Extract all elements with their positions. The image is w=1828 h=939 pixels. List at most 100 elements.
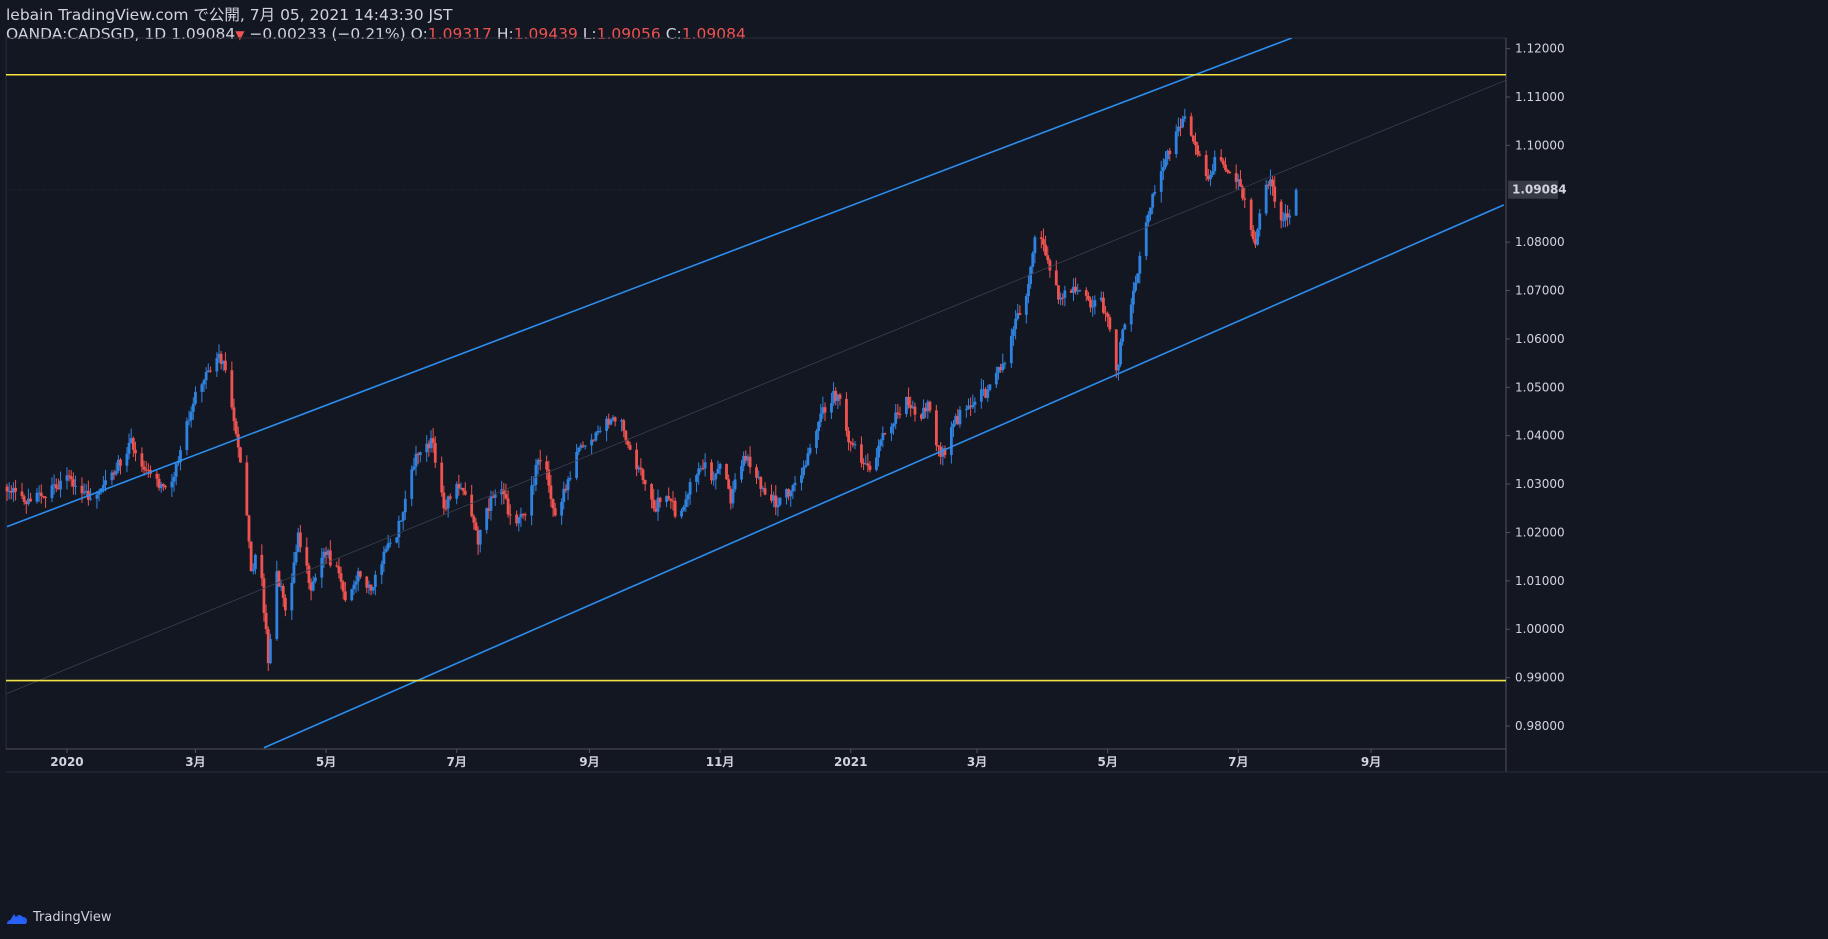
- candle-body: [581, 445, 585, 447]
- candle-body: [1196, 145, 1200, 155]
- candle-body: [913, 406, 917, 415]
- drawing-layer: [6, 38, 1506, 749]
- candle: [787, 488, 791, 501]
- candle: [134, 441, 137, 462]
- candle: [658, 496, 662, 508]
- candle: [1039, 230, 1043, 249]
- candle: [832, 382, 835, 406]
- candle: [566, 476, 570, 500]
- candle-body: [463, 490, 467, 495]
- candle-body: [613, 417, 617, 422]
- candle: [817, 420, 821, 440]
- candle-body: [637, 467, 641, 470]
- candle: [1269, 169, 1272, 196]
- candle-body: [444, 508, 448, 510]
- candle-body: [114, 470, 118, 475]
- candle-body: [515, 514, 519, 524]
- candle-body: [397, 520, 401, 538]
- candle: [174, 463, 178, 486]
- candle: [665, 495, 668, 508]
- candle-body: [1219, 157, 1223, 161]
- candle-body: [894, 412, 898, 424]
- candle-body: [251, 569, 255, 572]
- candle-body: [712, 479, 716, 481]
- candle: [442, 485, 446, 515]
- candle-body: [652, 499, 656, 509]
- candle: [311, 576, 315, 592]
- candle: [463, 482, 467, 496]
- candle: [209, 366, 212, 373]
- candle-body: [1294, 189, 1298, 216]
- candle-body: [20, 491, 24, 497]
- candle-body: [116, 459, 120, 471]
- time-tick-label: 9月: [1361, 755, 1381, 769]
- candle-body: [322, 551, 326, 558]
- candle-body: [1209, 174, 1212, 180]
- current-price-badge: 1.09084: [1508, 180, 1567, 199]
- candle: [716, 460, 720, 475]
- candle: [399, 520, 403, 522]
- channel-mid-line: [6, 79, 1506, 694]
- candle: [493, 489, 497, 506]
- candle: [1176, 117, 1180, 137]
- candle-body: [335, 565, 339, 567]
- candle: [119, 458, 122, 475]
- candle-body: [249, 541, 253, 572]
- candle-body: [1266, 184, 1270, 186]
- candle-body: [1174, 131, 1178, 155]
- candle: [1234, 164, 1238, 190]
- candle-body: [1099, 297, 1103, 301]
- candle: [191, 397, 195, 420]
- price-tick-label: 1.08000: [1515, 235, 1565, 249]
- candle-body: [455, 484, 459, 499]
- candle-body: [1204, 155, 1208, 177]
- candle: [731, 480, 735, 509]
- candle-body: [298, 532, 302, 548]
- brand-name: TradingView: [33, 910, 112, 925]
- candle-body: [491, 496, 495, 498]
- candle-body: [159, 484, 163, 488]
- candle: [729, 485, 733, 510]
- candle: [549, 475, 553, 508]
- candle-body: [868, 465, 872, 470]
- tradingview-cloud-icon: [7, 913, 27, 924]
- candle: [44, 496, 47, 508]
- candle-body: [785, 489, 788, 498]
- price-tick-label: 1.03000: [1515, 477, 1565, 491]
- time-tick-label: 5月: [1098, 755, 1118, 769]
- candle-body: [701, 468, 705, 470]
- candle-body: [924, 407, 928, 412]
- candle-body: [504, 494, 508, 499]
- candle: [204, 367, 208, 389]
- candle-body: [519, 513, 523, 518]
- candle: [305, 537, 309, 574]
- candle: [1014, 310, 1018, 340]
- candle: [727, 474, 731, 490]
- candle-body: [373, 574, 377, 587]
- candle-body: [577, 447, 581, 452]
- candle: [1108, 314, 1112, 333]
- candle: [455, 481, 459, 505]
- candle: [1224, 157, 1227, 173]
- candle-body: [896, 412, 900, 414]
- candle: [562, 481, 566, 510]
- candle-body: [673, 500, 677, 517]
- candle: [84, 484, 88, 497]
- candle: [622, 418, 626, 438]
- candle-body: [532, 484, 536, 486]
- candle-body: [157, 478, 161, 488]
- candle-body: [1144, 222, 1148, 256]
- candle: [536, 457, 540, 475]
- candle: [384, 545, 388, 554]
- candle-body: [808, 447, 812, 454]
- candle-body: [1164, 159, 1167, 168]
- candle-body: [1057, 285, 1060, 300]
- candle-body: [628, 445, 632, 450]
- brand-footer[interactable]: TradingView: [6, 910, 112, 925]
- candle-body: [29, 498, 32, 502]
- candle: [487, 498, 491, 519]
- candle: [905, 396, 908, 418]
- candle-body: [209, 370, 212, 372]
- candle: [890, 422, 893, 441]
